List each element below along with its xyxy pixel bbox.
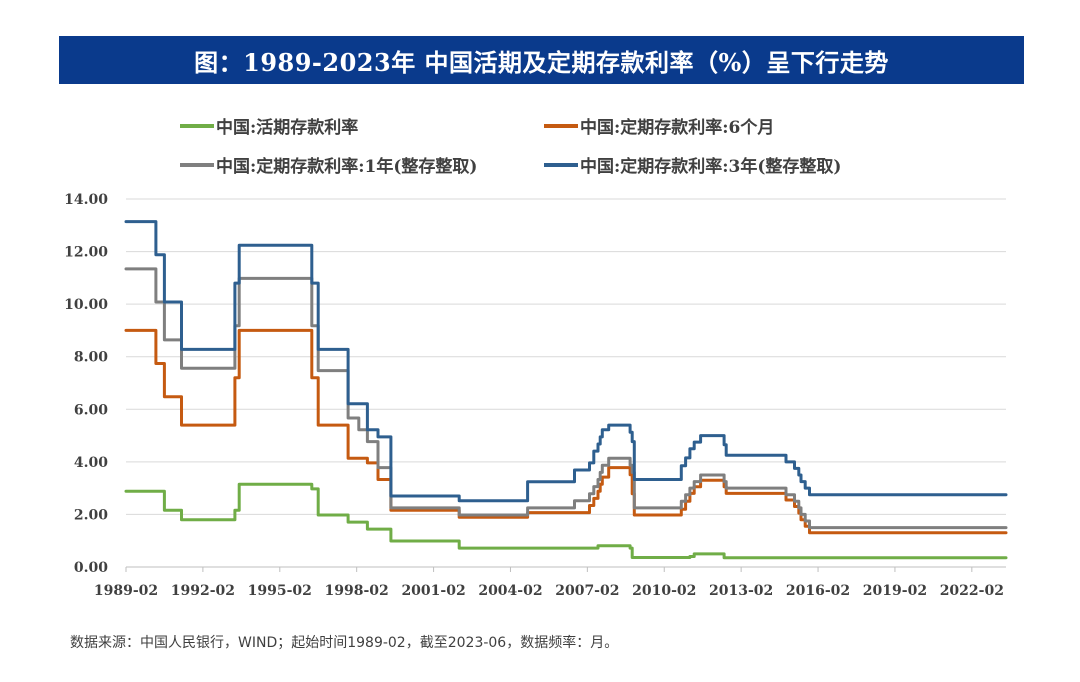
legend-swatch-demand <box>180 123 214 128</box>
x-tick-label: 1989-02 <box>94 583 158 599</box>
legend-label-one-year: 中国:定期存款利率:1年(整存整取) <box>216 157 478 177</box>
series-lines <box>124 220 1008 560</box>
legend-item-six-month: 中国:定期存款利率:6个月 <box>544 113 774 138</box>
legend-label-demand: 中国:活期存款利率 <box>216 118 359 138</box>
y-tick-label: 4.00 <box>74 455 108 471</box>
x-tick-label: 2013-02 <box>709 583 773 599</box>
series-line-2 <box>124 267 1008 530</box>
title-banner: 图：1989-2023年 中国活期及定期存款利率（%）呈下行走势 <box>59 36 1024 84</box>
x-tick-label: 2007-02 <box>555 583 619 599</box>
chart-title: 图：1989-2023年 中国活期及定期存款利率（%）呈下行走势 <box>194 47 889 77</box>
y-tick-label: 12.00 <box>64 245 108 261</box>
y-tick-label: 10.00 <box>64 297 108 313</box>
y-tick-label: 6.00 <box>74 402 108 418</box>
y-tick-label: 0.00 <box>74 560 108 576</box>
legend-swatch-one-year <box>180 162 214 167</box>
source-note: 数据来源：中国人民银行，WIND；起始时间1989-02，截至2023-06，数… <box>70 635 619 651</box>
y-tick-label: 14.00 <box>64 192 108 208</box>
series-line-1 <box>124 328 1008 535</box>
x-tick-label: 1998-02 <box>325 583 389 599</box>
x-tick-label: 2019-02 <box>863 583 927 599</box>
tick-labels: 0.00 2.00 4.00 6.00 8.00 10.00 12.00 14.00 1989-… <box>64 192 1004 599</box>
y-tick-label: 2.00 <box>74 507 108 523</box>
legend-item-three-year: 中国:定期存款利率:3年(整存整取) <box>544 152 841 177</box>
legend-label-three-year: 中国:定期存款利率:3年(整存整取) <box>580 157 842 177</box>
x-tick-label: 2016-02 <box>786 583 850 599</box>
legend-swatch-three-year <box>544 162 578 167</box>
grid-lines <box>126 198 1006 515</box>
y-tick-label: 8.00 <box>74 350 108 366</box>
series-line-0 <box>124 482 1008 560</box>
legend-item-one-year: 中国:定期存款利率:1年(整存整取) <box>180 152 477 177</box>
x-tick-label: 2022-02 <box>940 583 1004 599</box>
x-tick-label: 2001-02 <box>401 583 465 599</box>
legend-item-demand: 中国:活期存款利率 <box>180 113 358 138</box>
x-tick-label: 1995-02 <box>248 583 312 599</box>
x-tick-label: 2010-02 <box>632 583 696 599</box>
legend-label-six-month: 中国:定期存款利率:6个月 <box>580 118 775 138</box>
x-tick-label: 1992-02 <box>171 583 235 599</box>
axes <box>125 566 1006 572</box>
series-line-3 <box>124 220 1008 503</box>
x-tick-label: 2004-02 <box>478 583 542 599</box>
legend-swatch-six-month <box>544 123 578 128</box>
